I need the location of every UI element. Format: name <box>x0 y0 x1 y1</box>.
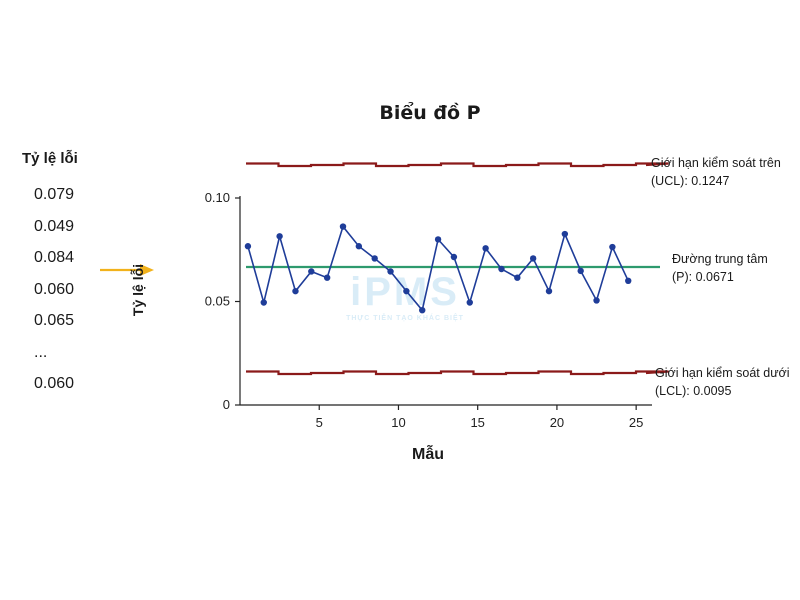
data-point <box>260 299 267 306</box>
data-point <box>561 230 569 238</box>
data-point <box>609 243 616 251</box>
center-line-label-title: Đường trung tâm <box>672 252 768 266</box>
error-rate-value: 0.060 <box>34 280 75 298</box>
data-point <box>482 245 489 252</box>
x-tick-label: 20 <box>550 415 564 430</box>
chart-title: Biểu đồ P <box>379 102 481 124</box>
x-tick-label: 25 <box>629 415 643 430</box>
lcl-line <box>246 370 669 376</box>
y-tick-label: 0.05 <box>205 294 230 309</box>
data-point <box>498 265 505 273</box>
arrow-right-icon <box>100 264 154 276</box>
ucl-line <box>246 162 669 168</box>
data-point <box>387 268 394 275</box>
error-rate-value: 0.079 <box>34 186 75 203</box>
error-rate-value: 0.049 <box>34 217 75 235</box>
ucl-label-value: (UCL): 0.1247 <box>651 174 730 188</box>
lcl-label-title: Giới hạn kiểm soát dưới <box>655 366 790 380</box>
y-tick-label: 0 <box>223 397 230 412</box>
x-axis-label: Mẫu <box>412 446 444 463</box>
data-point <box>355 243 363 250</box>
data-point <box>292 287 299 295</box>
ucl-label-title: Giới hạn kiểm soát trên <box>651 156 781 170</box>
data-point <box>593 297 600 304</box>
y-tick-label: 0.10 <box>205 190 230 205</box>
lcl-label: Giới hạn kiểm soát dưới (LCL): 0.0095 <box>655 364 790 400</box>
data-point <box>625 277 632 284</box>
error-rate-value: 0.084 <box>34 249 75 266</box>
error-rate-ellipsis: ... <box>34 343 48 361</box>
data-point <box>545 287 553 295</box>
data-point <box>371 255 378 262</box>
data-point <box>577 267 584 275</box>
data-point <box>244 243 252 250</box>
data-point <box>323 274 331 281</box>
data-point <box>466 299 473 306</box>
error-rate-value: 0.065 <box>34 312 75 329</box>
error-rate-value: 0.060 <box>34 375 75 392</box>
center-line-label-value: (P): 0.0671 <box>672 270 734 284</box>
x-tick-label: 15 <box>470 415 484 430</box>
x-tick-label: 10 <box>391 415 405 430</box>
center-line-label: Đường trung tâm (P): 0.0671 <box>672 250 768 286</box>
x-tick-label: 5 <box>316 415 323 430</box>
data-point <box>450 253 458 261</box>
data-point <box>339 223 347 230</box>
data-point <box>434 236 442 243</box>
error-rate-list-title: Tỷ lệ lỗi <box>22 150 78 167</box>
data-point <box>419 306 426 314</box>
data-point <box>529 255 537 262</box>
error-rate-list: Tỷ lệ lỗi 0.079 0.049 0.084 0.060 0.065 … <box>22 150 112 400</box>
data-point <box>403 287 410 295</box>
data-point <box>308 268 315 275</box>
ucl-label: Giới hạn kiểm soát trên (UCL): 0.1247 <box>651 154 781 190</box>
data-point <box>276 233 283 240</box>
lcl-label-value: (LCL): 0.0095 <box>655 384 732 398</box>
data-point <box>514 274 521 281</box>
